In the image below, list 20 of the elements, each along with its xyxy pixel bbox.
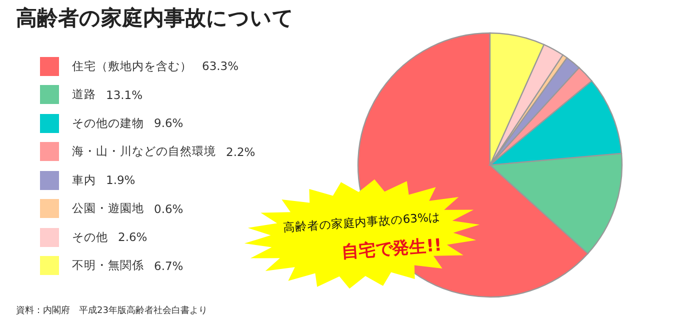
text: 自宅で発生!! [340,236,442,262]
data-label: 1.9% [106,173,136,188]
data-label: 2.6% [118,230,148,244]
legend-label: その他 [72,230,108,245]
legend-label: 車内 [72,172,96,188]
legend-label: その他の建物 [72,116,144,131]
legend-label: 道路 [72,87,96,102]
chart-title: 高齢者の家庭内事故について [16,5,294,32]
data-label: 63.3% [202,59,239,74]
data-label: 2.2% [226,144,256,159]
legend-label: 住宅（敷地内を含む） [72,58,192,74]
data-label: 6.7% [154,258,184,273]
data-label: 0.6% [154,202,184,216]
text: 高齢者の家庭内事故の63%は [282,210,441,234]
legend-label: 海・山・川などの自然環境 [72,144,216,160]
text: 資料：内閣府 平成23年版高齢者社会白書より [16,305,208,316]
legend-label: 不明・無関係 [72,258,144,274]
legend-label: 公園・遊園地 [72,201,144,216]
data-label: 9.6% [154,116,184,130]
data-label: 13.1% [106,88,143,102]
